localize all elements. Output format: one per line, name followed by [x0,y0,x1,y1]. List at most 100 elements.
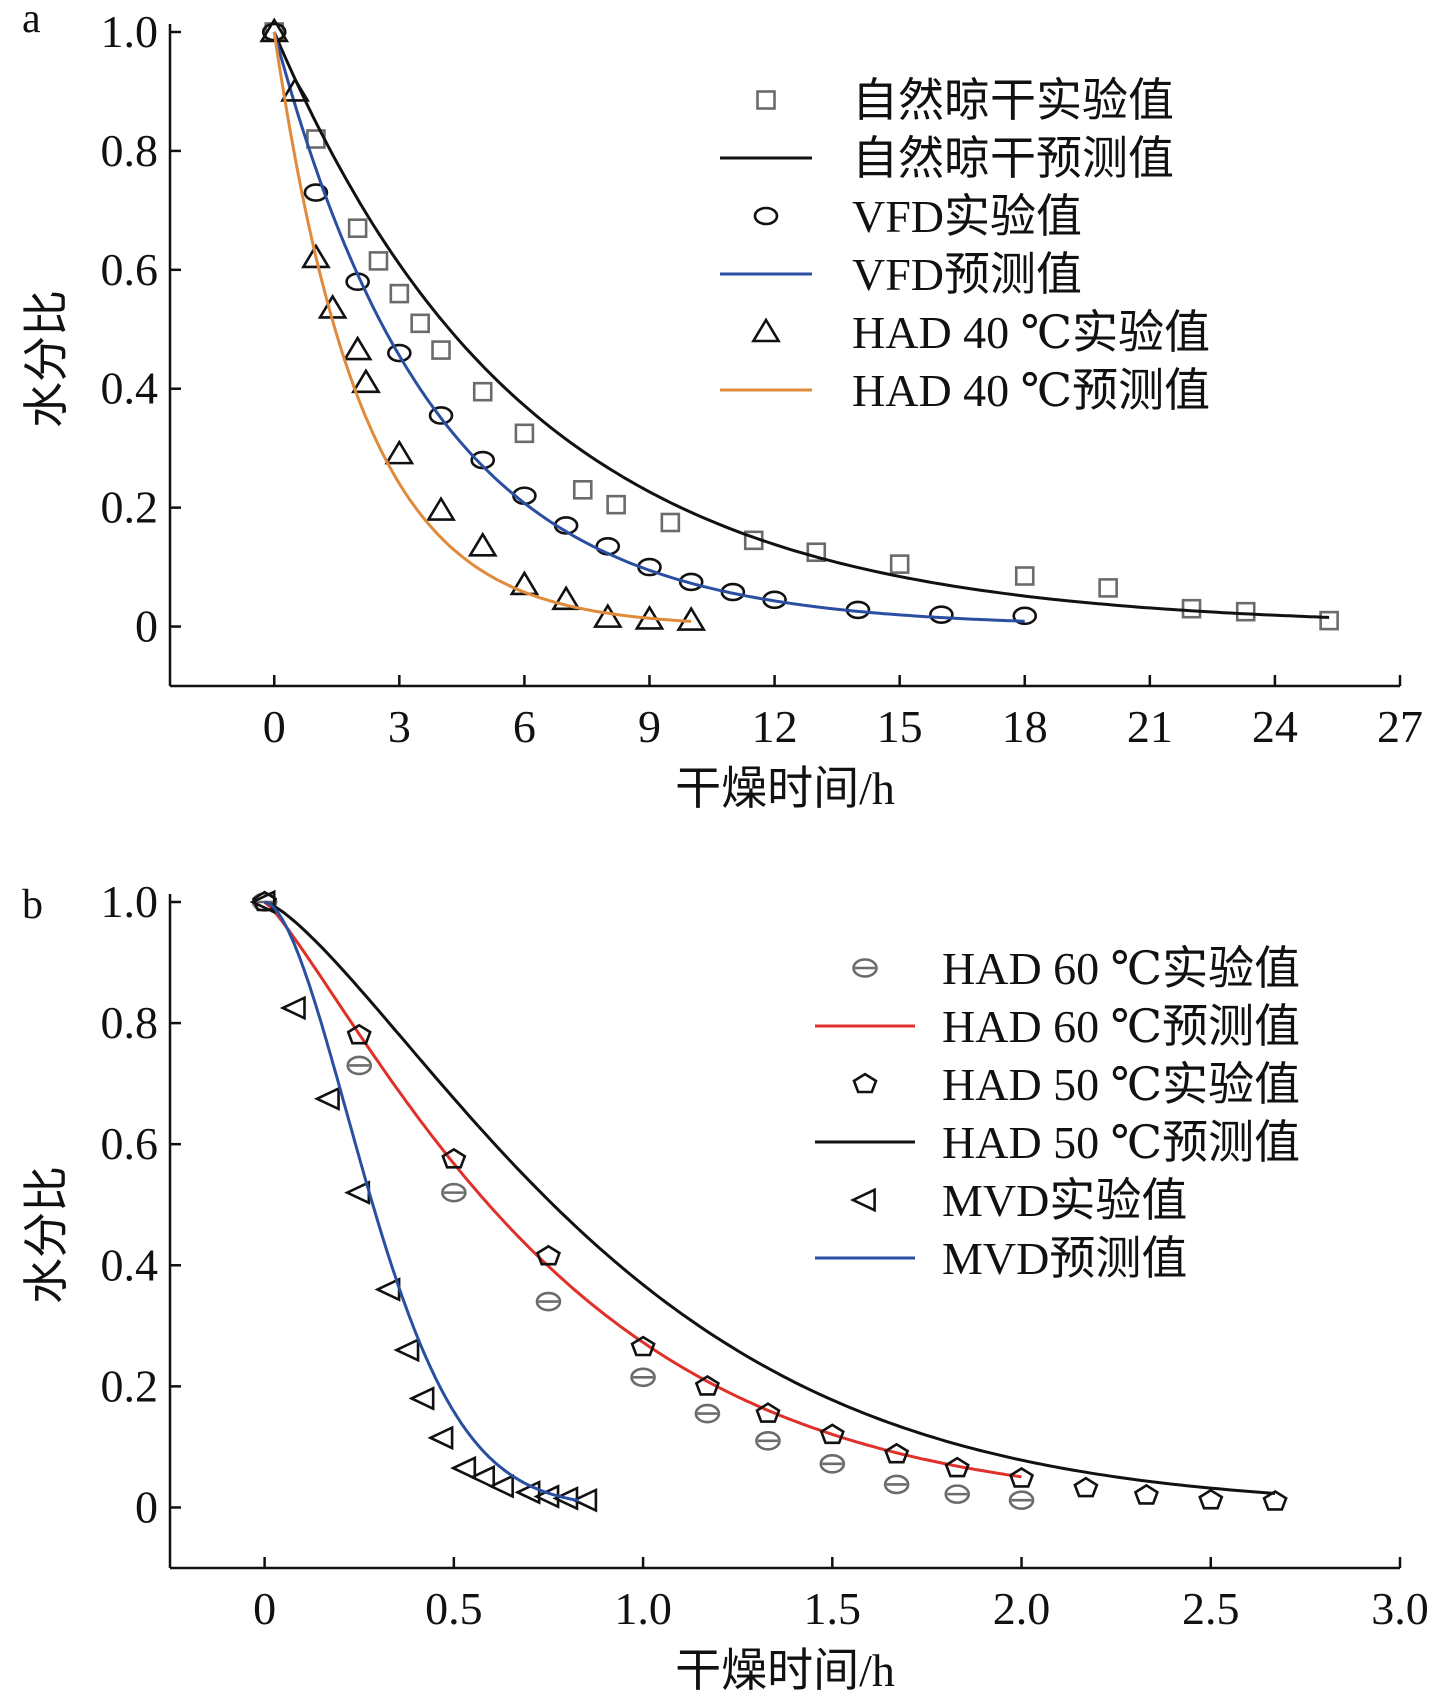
y-tick-label: 0.8 [101,125,159,176]
data-point [694,1403,721,1424]
data-point [313,1086,340,1112]
data-point-ring [883,1474,910,1495]
data-point [441,1147,467,1169]
data-point [410,313,430,334]
data-point [883,1474,910,1495]
legend-marker-2 [753,206,779,226]
y-tick-label: 0.8 [101,997,159,1048]
data-point-ring [535,1291,562,1312]
data-point [342,335,373,361]
x-tick-label: 2.0 [993,1583,1051,1634]
x-tick-label: 3.0 [1371,1583,1429,1634]
data-point [929,605,954,624]
x-tick-label: 0.5 [425,1583,483,1634]
legend-label-1: HAD 60 ℃预测值 [942,1001,1300,1052]
data-point [592,603,623,628]
y-tick-label: 0.2 [101,1360,159,1411]
x-axis-title: 干燥时间/h [675,1645,895,1696]
legend-marker-0-ring [852,958,878,978]
data-point [806,542,827,563]
y-axis-title: 水分比 [21,290,72,428]
data-point [535,1291,562,1312]
legend-label-0: HAD 60 ℃实验值 [942,943,1300,994]
data-point [450,1455,477,1481]
data-point [678,572,704,592]
legend-marker-0 [852,958,878,978]
series-markers-2 [252,890,1288,1511]
series-line-1 [263,900,1022,1479]
x-tick-label: 27 [1377,701,1423,752]
data-point [1098,578,1118,598]
data-point [660,512,681,533]
data-point [431,340,451,360]
legend-label-0: 自然晾干实验值 [852,75,1174,126]
y-tick-label: 0 [135,1481,158,1532]
data-point [944,1456,970,1478]
data-point [1235,601,1256,622]
panel-label: b [22,882,43,928]
series-markers-4 [249,889,598,1513]
legend-label-1: 自然晾干预测值 [852,133,1174,184]
data-point [428,406,454,425]
data-point [884,1442,910,1464]
legend-label-4: MVD实验值 [942,1175,1187,1226]
series-markers-4 [259,17,707,631]
legend-marker-0 [756,90,776,110]
data-point-ring [630,1367,656,1388]
data-point [944,1484,971,1504]
legend: HAD 60 ℃实验值 HAD 60 ℃预测值 HAD 50 ℃实验值 HAD 50 … [815,943,1300,1284]
panel-a: a 0 0.2 0.4 0.6 0.8 1.0 0 3 6 9 12 15 18 21 24 27 干燥时间/h 水… [21,0,1423,814]
series-line-3 [272,31,1025,623]
series-markers-0 [264,22,1339,631]
data-point-ring [441,1182,467,1203]
series-line-1 [272,31,1330,619]
data-point [551,585,581,611]
x-tick-label: 1.5 [804,1583,862,1634]
data-point [572,479,593,500]
data-point [426,496,456,521]
data-point [676,606,707,631]
y-tick-label: 1.0 [101,876,159,927]
legend-marker-2 [852,1072,878,1094]
data-point [819,1454,846,1474]
data-point [467,531,498,557]
series-line-3 [264,900,1276,1495]
data-point [469,1464,496,1490]
data-point-ring [346,1055,373,1076]
data-point-ring [819,1454,846,1474]
data-point [408,1386,435,1411]
y-tick-label: 0.6 [101,244,159,295]
x-tick-label: 18 [1002,701,1048,752]
data-point [1262,1489,1288,1511]
data-point [606,494,626,515]
data-point [393,1337,420,1363]
data-point [755,1402,781,1423]
data-point [441,1182,467,1203]
data-point [1073,1476,1099,1498]
legend-label-3: VFD预测值 [852,249,1082,300]
data-point [344,1180,371,1205]
x-tick-label: 15 [877,701,923,752]
legend-label-4: HAD 40 ℃实验值 [852,307,1210,358]
panel-b: b 0 0.2 0.4 0.6 0.8 1.0 0 0.5 1.0 1.5 2.0 2.5 3.0 干燥时间… [21,876,1429,1696]
data-point-ring [694,1403,721,1424]
data-point [755,1431,781,1451]
data-point [1198,1488,1224,1510]
legend-marker-4 [751,317,781,343]
y-tick-label: 0.6 [101,1118,159,1169]
data-point [571,1487,598,1513]
data-point [1319,610,1339,631]
y-tick-label: 1.0 [101,6,159,57]
x-tick-label: 3 [388,701,411,752]
x-tick-label: 24 [1252,701,1298,752]
legend-label-5: MVD预测值 [942,1233,1187,1284]
data-point [488,1474,514,1499]
x-tick-label: 0 [263,701,286,752]
x-axis-title: 干燥时间/h [675,763,895,814]
data-point [317,293,348,319]
y-tick-label: 0 [135,601,158,652]
legend-label-2: HAD 50 ℃实验值 [942,1059,1300,1110]
x-tick-label: 9 [638,701,661,752]
data-point-ring [1008,1490,1035,1510]
